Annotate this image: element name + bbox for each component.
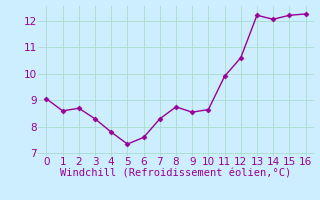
X-axis label: Windchill (Refroidissement éolien,°C): Windchill (Refroidissement éolien,°C): [60, 169, 292, 179]
